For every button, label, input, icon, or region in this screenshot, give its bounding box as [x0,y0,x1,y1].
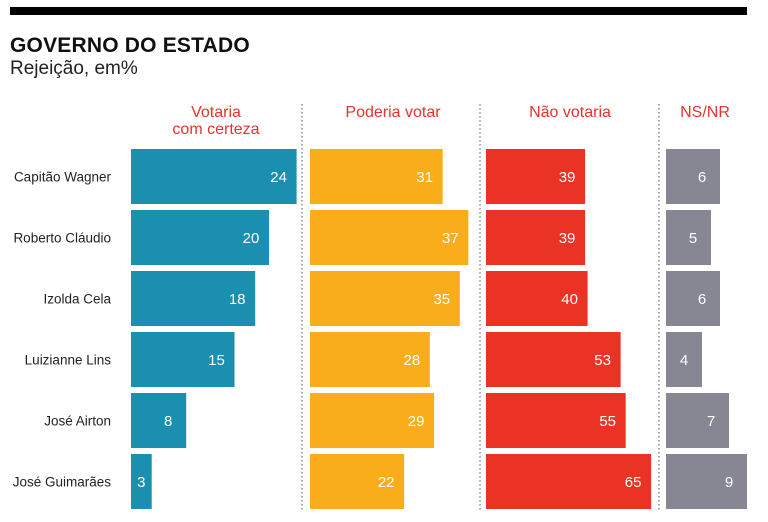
bar-s3-r4 [486,332,621,387]
bar-label-s2-r1: 31 [416,169,433,186]
bar-s3-r6 [486,454,652,509]
bar-label-s1-r3: 18 [229,291,246,308]
bar-label-s1-r1: 24 [270,169,287,186]
bar-label-s3-r5: 55 [599,413,616,430]
row-label-4: Luizianne Lins [25,353,112,368]
column-header-1-line-1: Votaria [191,104,241,121]
bar-s3-r3 [486,271,588,326]
bar-label-s4-r1: 6 [698,169,706,186]
bar-label-s1-r5: 8 [164,413,172,430]
row-label-3: Izolda Cela [43,292,111,307]
bar-s4-r6 [666,454,747,509]
chart-subtitle: Rejeição, em% [10,58,138,79]
bar-label-s1-r2: 20 [243,230,260,247]
column-header-2-line-1: Poderia votar [345,104,441,121]
bar-s1-r4 [131,332,235,387]
row-label-6: José Guimarães [13,475,112,490]
bar-s1-r5 [131,393,187,448]
bar-label-s3-r3: 40 [561,291,578,308]
bar-label-s3-r6: 65 [625,474,642,491]
bar-s4-r4 [666,332,702,387]
bar-label-s2-r5: 29 [408,413,425,430]
bar-label-s1-r6: 3 [137,474,145,491]
bar-label-s4-r6: 9 [725,474,733,491]
bar-s2-r4 [310,332,430,387]
bar-label-s3-r2: 39 [559,230,576,247]
bar-s2-r5 [310,393,435,448]
bar-s2-r2 [310,210,469,265]
bar-label-s4-r4: 4 [680,352,688,369]
bar-s1-r3 [131,271,256,326]
row-label-2: Roberto Cláudio [13,231,111,246]
bar-s4-r3 [666,271,720,326]
bar-label-s4-r2: 5 [689,230,697,247]
bar-label-s3-r1: 39 [559,169,576,186]
bar-label-s4-r3: 6 [698,291,706,308]
bar-s4-r2 [666,210,711,265]
bar-s1-r1 [131,149,297,204]
bar-label-s3-r4: 53 [594,352,611,369]
bar-s4-r1 [666,149,720,204]
bar-s4-r5 [666,393,729,448]
bar-s3-r1 [486,149,586,204]
bar-s1-r2 [131,210,269,265]
bar-label-s4-r5: 7 [707,413,715,430]
column-header-3-line-1: Não votaria [529,104,611,121]
bar-label-s2-r2: 37 [442,230,459,247]
bar-label-s2-r3: 35 [433,291,450,308]
bar-label-s1-r4: 15 [208,352,225,369]
top-rule [10,7,747,15]
chart-title: GOVERNO DO ESTADO [10,34,250,57]
column-header-4-line-1: NS/NR [680,104,730,121]
row-label-5: José Airton [44,414,111,429]
bar-s3-r5 [486,393,626,448]
bar-s3-r2 [486,210,586,265]
bar-s2-r6 [310,454,405,509]
bar-label-s2-r6: 22 [378,474,395,491]
bar-s2-r1 [310,149,443,204]
row-label-1: Capitão Wagner [14,170,112,185]
bar-label-s2-r4: 28 [403,352,420,369]
column-header-1-line-2: com certeza [172,121,259,138]
bar-s2-r3 [310,271,460,326]
bar-s1-r6 [131,454,152,509]
